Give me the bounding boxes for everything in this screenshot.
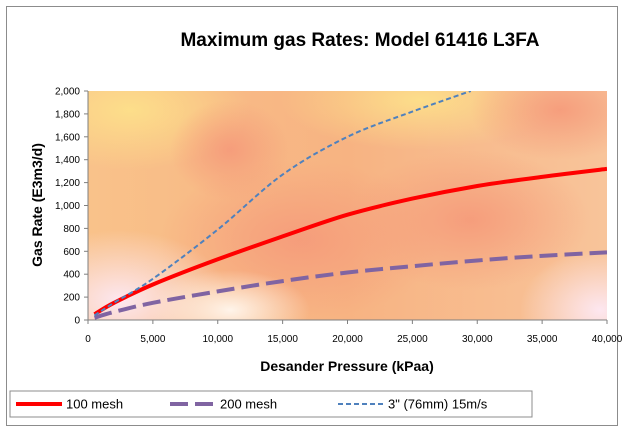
chart-title: Maximum gas Rates: Model 61416 L3FA <box>180 30 539 51</box>
y-tick-label: 1,400 <box>55 155 80 166</box>
series-line-2 <box>93 91 472 317</box>
y-tick-label: 200 <box>63 293 80 304</box>
y-tick-label: 1,600 <box>55 132 80 143</box>
x-tick-label: 0 <box>85 334 91 345</box>
plot-background <box>88 91 607 320</box>
x-tick-label: 30,000 <box>462 334 493 345</box>
y-tick-label: 1,000 <box>55 201 80 212</box>
series-line-1 <box>93 250 607 320</box>
x-tick-label: 15,000 <box>267 334 298 345</box>
series-line-0 <box>93 166 607 317</box>
y-tick-label: 0 <box>74 316 80 327</box>
y-tick-label: 2,000 <box>55 87 80 98</box>
x-tick-label: 5,000 <box>140 334 165 345</box>
y-tick-label: 1,800 <box>55 109 80 120</box>
legend: 100 mesh 200 mesh 3" (76mm) 15m/s <box>9 390 533 418</box>
y-tick-label: 1,200 <box>55 178 80 189</box>
y-tick-label: 600 <box>63 247 80 258</box>
series-lines <box>93 91 607 320</box>
x-ticks: 0 5,000 10,000 15,000 20,000 25,000 30,000 35,0… <box>85 320 623 345</box>
legend-label-0: 100 mesh <box>66 397 123 412</box>
y-tick-label: 400 <box>63 270 80 281</box>
y-tick-label: 800 <box>63 224 80 235</box>
y-ticks: 0 200 400 600 800 1,000 1,200 1,400 1,600 1,800 2,… <box>55 87 88 327</box>
legend-label-1: 200 mesh <box>220 397 277 412</box>
x-tick-label: 35,000 <box>527 334 558 345</box>
x-tick-label: 20,000 <box>332 334 363 345</box>
x-tick-label: 25,000 <box>397 334 428 345</box>
legend-label-2: 3" (76mm) 15m/s <box>388 397 488 412</box>
x-tick-label: 10,000 <box>202 334 233 345</box>
y-axis-title: Gas Rate (E3m3/d) <box>29 143 45 267</box>
x-tick-label: 40,000 <box>592 334 623 345</box>
legend-box <box>9 390 533 418</box>
x-axis-title: Desander Pressure (kPaa) <box>260 358 434 374</box>
